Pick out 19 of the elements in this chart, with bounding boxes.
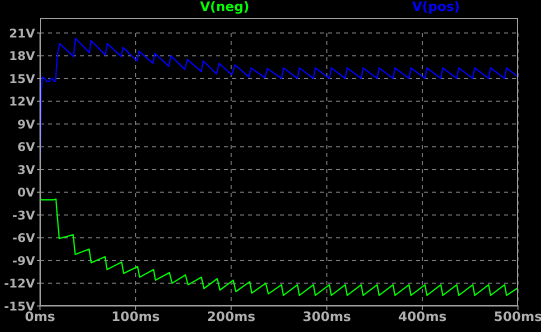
y-tick-label: 12V bbox=[9, 94, 36, 109]
y-tick-label: 18V bbox=[9, 49, 36, 64]
text: V(pos) bbox=[412, 0, 460, 15]
y-tick-label: -6V bbox=[12, 231, 36, 246]
y-tick-label: 6V bbox=[17, 140, 36, 154]
y-tick-label: -3V bbox=[12, 208, 36, 222]
x-tick-label: 200ms bbox=[206, 310, 256, 326]
y-tick-label: 9V bbox=[17, 117, 36, 132]
y-tick-label: -9V bbox=[12, 254, 36, 268]
text: V(neg) bbox=[200, 0, 250, 15]
x-tick-label: 400ms bbox=[398, 310, 447, 326]
y-tick-label: -12V bbox=[4, 276, 36, 291]
y-tick-label: 15V bbox=[9, 72, 36, 86]
y-tick-label: 0V bbox=[17, 186, 36, 200]
x-tick-label: 100ms bbox=[111, 310, 160, 326]
x-tick-label: 300ms bbox=[302, 310, 352, 326]
x-tick-label: 0ms bbox=[24, 310, 56, 326]
y-tick-label: 21V bbox=[9, 26, 36, 40]
y-tick-label: 3V bbox=[17, 162, 36, 177]
